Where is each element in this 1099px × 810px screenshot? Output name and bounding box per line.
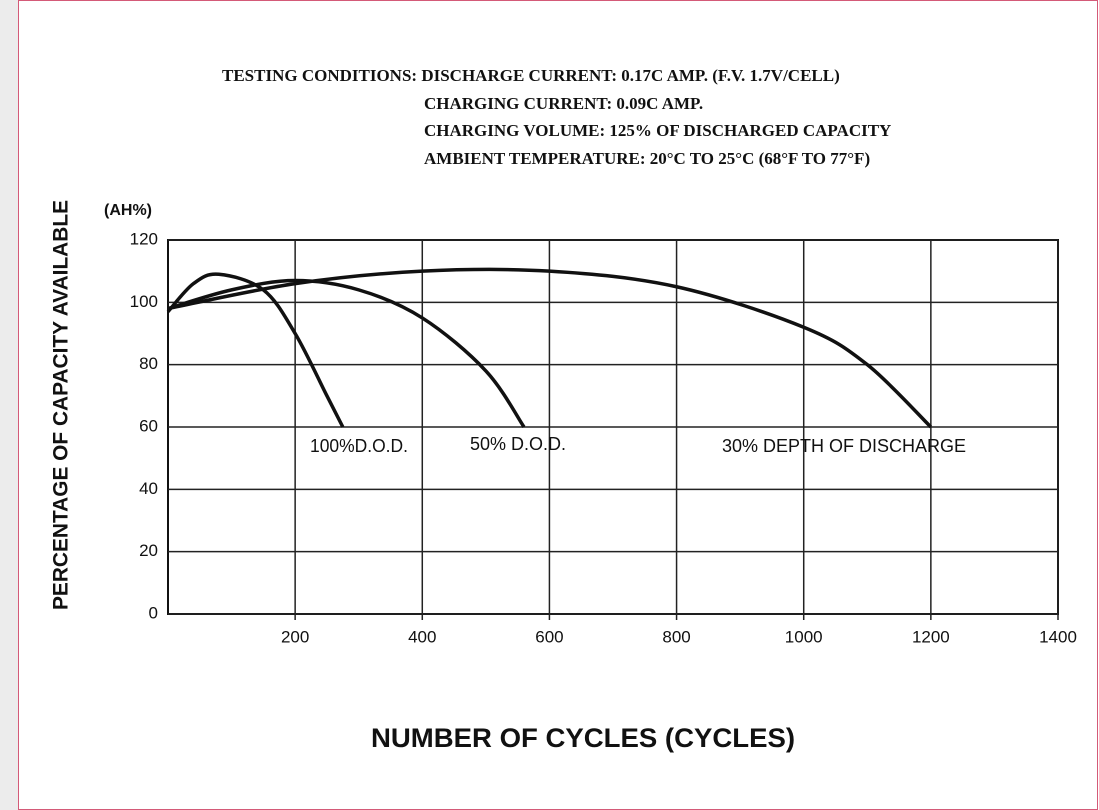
y-tick-label: 0 [149, 603, 158, 622]
x-tick-label: 200 [281, 627, 309, 646]
series-line [166, 272, 345, 428]
series-label: 50% D.O.D. [470, 434, 566, 454]
x-tick-label: 1400 [1039, 627, 1077, 646]
series-line [167, 267, 933, 429]
x-axis-label: NUMBER OF CYCLES (CYCLES) [371, 723, 795, 753]
x-tick-label: 1000 [785, 627, 823, 646]
y-tick-label: 20 [139, 541, 158, 560]
title-line: TESTING CONDITIONS: DISCHARGE CURRENT: 0… [222, 66, 840, 85]
y-axis-label: PERCENTAGE OF CAPACITY AVAILABLE [50, 200, 73, 610]
x-tick-label: 600 [535, 627, 563, 646]
side-strip [0, 0, 18, 810]
title-line: CHARGING VOLUME: 125% OF DISCHARGED CAPA… [424, 121, 891, 140]
title-line: AMBIENT TEMPERATURE: 20°C TO 25°C (68°F … [424, 149, 870, 168]
series-label: 100%D.O.D. [310, 436, 408, 456]
y-tick-label: 80 [139, 354, 158, 373]
series-line [167, 278, 526, 428]
y-tick-label: 60 [139, 416, 158, 435]
title-line: CHARGING CURRENT: 0.09C AMP. [424, 94, 703, 113]
y-unit: (AH%) [104, 202, 152, 219]
y-tick-label: 120 [130, 229, 158, 248]
y-tick-label: 40 [139, 479, 158, 498]
series-label: 30% DEPTH OF DISCHARGE [722, 436, 966, 456]
y-tick-label: 100 [130, 292, 158, 311]
x-tick-label: 800 [662, 627, 690, 646]
x-tick-label: 1200 [912, 627, 950, 646]
x-tick-label: 400 [408, 627, 436, 646]
